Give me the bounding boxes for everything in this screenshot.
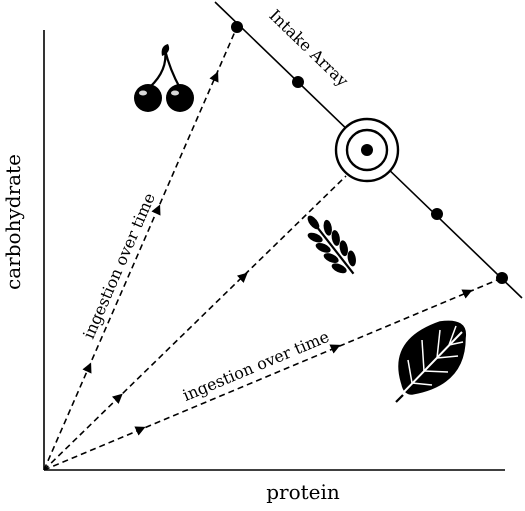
y-axis-label: carbohydrate	[1, 154, 25, 290]
intake-array-label: Intake Array	[265, 6, 352, 91]
wheat-icon	[307, 215, 356, 275]
cherries-icon	[134, 44, 194, 112]
trajectory-lower-label: ingestion over time	[180, 327, 332, 405]
intake-point-2	[292, 76, 304, 88]
leaf-icon	[395, 320, 467, 403]
trajectory-upper-label: ingestion over time	[79, 190, 159, 342]
trajectory-middle	[43, 175, 347, 471]
intake-point-bottom	[496, 272, 508, 284]
intake-point-4	[431, 208, 443, 220]
trajectory-lower	[43, 277, 503, 471]
intake-point-top	[231, 21, 243, 33]
target-icon	[334, 117, 400, 183]
x-axis-label: protein	[266, 480, 340, 504]
trajectory-upper	[43, 26, 238, 471]
